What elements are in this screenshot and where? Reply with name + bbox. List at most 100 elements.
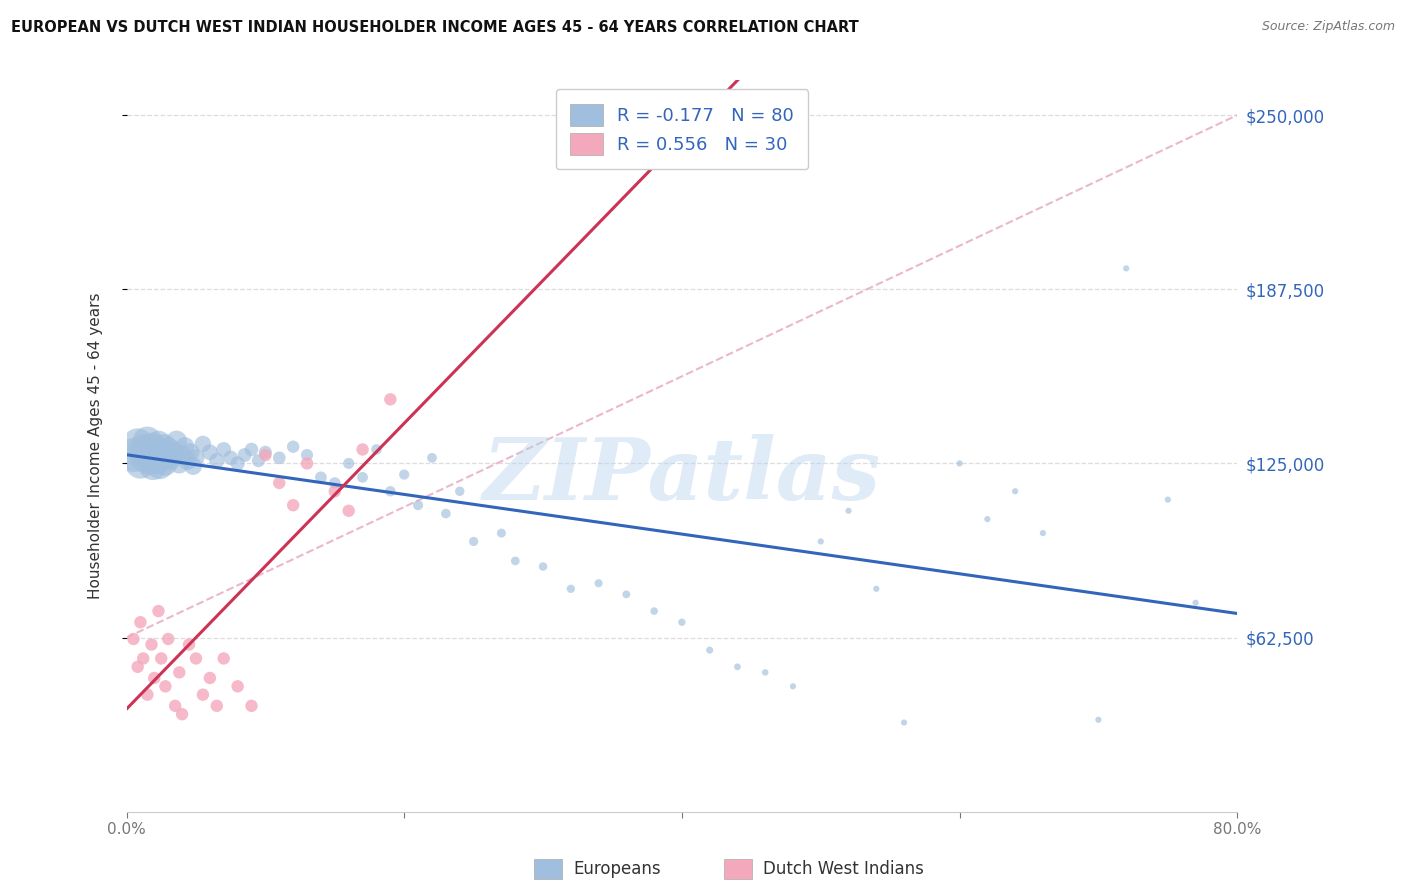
Point	[671, 615, 693, 630]
Point	[148, 604, 170, 618]
Point	[191, 437, 214, 451]
Point	[254, 448, 277, 462]
Point	[122, 632, 145, 646]
Point	[141, 638, 163, 652]
Point	[323, 484, 346, 499]
Point	[976, 512, 998, 526]
Point	[132, 442, 155, 457]
Point	[172, 707, 194, 722]
Point	[247, 453, 270, 467]
Point	[281, 498, 304, 512]
Point	[146, 453, 169, 467]
Point	[157, 442, 180, 457]
Point	[163, 445, 186, 459]
Point	[754, 665, 776, 680]
Point	[122, 448, 145, 462]
Point	[179, 445, 201, 459]
Point	[226, 679, 249, 693]
Point	[643, 604, 665, 618]
Point	[337, 504, 360, 518]
Point	[782, 679, 804, 693]
Point	[150, 445, 173, 459]
Point	[1157, 492, 1180, 507]
Point	[139, 453, 162, 467]
Point	[155, 457, 177, 471]
Point	[160, 450, 183, 465]
Point	[176, 453, 198, 467]
Text: Europeans: Europeans	[574, 860, 661, 878]
Point	[136, 434, 159, 449]
Legend: R = -0.177   N = 80, R = 0.556   N = 30: R = -0.177 N = 80, R = 0.556 N = 30	[555, 89, 808, 169]
Point	[132, 651, 155, 665]
Point	[156, 448, 179, 462]
Text: Dutch West Indians: Dutch West Indians	[763, 860, 924, 878]
Point	[184, 450, 207, 465]
Point	[1004, 484, 1026, 499]
Point	[434, 507, 457, 521]
Point	[205, 453, 228, 467]
Point	[165, 698, 187, 713]
Point	[212, 651, 235, 665]
Point	[948, 457, 970, 471]
Point	[893, 715, 915, 730]
Point	[127, 660, 149, 674]
Point	[865, 582, 887, 596]
Point	[143, 671, 166, 685]
Point	[491, 526, 513, 541]
Point	[219, 450, 242, 465]
Point	[254, 445, 277, 459]
Point	[406, 498, 429, 512]
Point	[198, 671, 221, 685]
Point	[184, 651, 207, 665]
Point	[449, 484, 471, 499]
Point	[166, 434, 188, 449]
Point	[157, 632, 180, 646]
Point	[191, 688, 214, 702]
Point	[226, 457, 249, 471]
Text: EUROPEAN VS DUTCH WEST INDIAN HOUSEHOLDER INCOME AGES 45 - 64 YEARS CORRELATION : EUROPEAN VS DUTCH WEST INDIAN HOUSEHOLDE…	[11, 20, 859, 35]
Point	[269, 475, 291, 490]
Point	[352, 470, 374, 484]
Point	[309, 470, 332, 484]
Point	[380, 484, 402, 499]
Point	[352, 442, 374, 457]
Point	[1087, 713, 1109, 727]
Point	[136, 688, 159, 702]
Point	[205, 698, 228, 713]
Point	[269, 450, 291, 465]
Point	[295, 457, 318, 471]
Point	[281, 440, 304, 454]
Point	[233, 448, 256, 462]
Point	[212, 442, 235, 457]
Point	[141, 440, 163, 454]
Point	[145, 442, 167, 457]
Point	[150, 651, 173, 665]
Point	[838, 504, 860, 518]
Point	[503, 554, 526, 568]
Text: ZIPatlas: ZIPatlas	[482, 434, 882, 517]
Point	[295, 448, 318, 462]
Point	[138, 445, 160, 459]
Point	[169, 665, 191, 680]
Point	[420, 450, 443, 465]
Point	[588, 576, 610, 591]
Point	[155, 679, 177, 693]
Point	[240, 698, 263, 713]
Point	[394, 467, 416, 482]
Point	[142, 459, 165, 474]
Point	[323, 475, 346, 490]
Point	[149, 459, 172, 474]
Point	[148, 437, 170, 451]
Point	[1184, 596, 1206, 610]
Point	[127, 437, 149, 451]
Point	[134, 450, 156, 465]
Point	[173, 440, 195, 454]
Y-axis label: Householder Income Ages 45 - 64 years: Householder Income Ages 45 - 64 years	[89, 293, 103, 599]
Point	[560, 582, 582, 596]
Point	[143, 448, 166, 462]
Point	[181, 459, 204, 474]
Point	[1115, 261, 1137, 276]
Point	[240, 442, 263, 457]
Point	[810, 534, 832, 549]
Point	[366, 442, 388, 457]
